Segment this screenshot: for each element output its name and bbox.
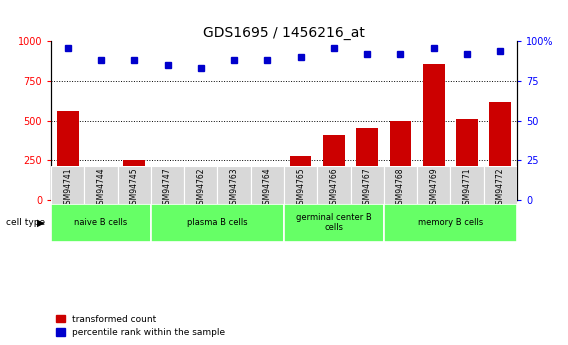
Bar: [417, 166, 450, 204]
Bar: [218, 166, 250, 204]
Bar: [123, 160, 145, 200]
Bar: [51, 204, 151, 241]
Bar: [450, 166, 483, 204]
Text: germinal center B
cells: germinal center B cells: [296, 213, 372, 232]
Bar: [456, 119, 478, 200]
Bar: [118, 166, 151, 204]
Bar: [490, 102, 511, 200]
Text: plasma B cells: plasma B cells: [187, 218, 248, 227]
Text: GSM94771: GSM94771: [462, 168, 471, 209]
Bar: [90, 168, 112, 200]
Bar: [323, 135, 345, 200]
Text: GSM94768: GSM94768: [396, 168, 405, 209]
Text: ▶: ▶: [37, 218, 44, 227]
Legend: transformed count, percentile rank within the sample: transformed count, percentile rank withi…: [56, 315, 225, 337]
Text: GSM94762: GSM94762: [197, 168, 205, 209]
Bar: [190, 182, 212, 200]
Bar: [483, 166, 517, 204]
Bar: [390, 121, 411, 200]
Text: GSM94764: GSM94764: [263, 168, 272, 209]
Text: memory B cells: memory B cells: [417, 218, 483, 227]
Text: GSM94747: GSM94747: [163, 168, 172, 209]
Bar: [384, 204, 517, 241]
Text: GSM94772: GSM94772: [496, 168, 505, 209]
Text: GSM94745: GSM94745: [130, 168, 139, 209]
Text: naive B cells: naive B cells: [74, 218, 128, 227]
Bar: [151, 204, 284, 241]
Bar: [250, 166, 284, 204]
Text: GSM94744: GSM94744: [97, 168, 106, 209]
Text: GSM94763: GSM94763: [229, 168, 239, 209]
Text: GSM94765: GSM94765: [296, 168, 305, 209]
Text: cell type: cell type: [6, 218, 45, 227]
Bar: [290, 156, 311, 200]
Bar: [384, 166, 417, 204]
Bar: [284, 166, 318, 204]
Title: GDS1695 / 1456216_at: GDS1695 / 1456216_at: [203, 26, 365, 40]
Bar: [423, 63, 445, 200]
Bar: [318, 166, 350, 204]
Text: GSM94767: GSM94767: [363, 168, 371, 209]
Text: GSM94766: GSM94766: [329, 168, 339, 209]
Text: GSM94741: GSM94741: [63, 168, 72, 209]
Bar: [350, 166, 384, 204]
Text: GSM94769: GSM94769: [429, 168, 438, 209]
Bar: [223, 173, 245, 200]
Bar: [151, 166, 184, 204]
Bar: [157, 179, 178, 200]
Bar: [85, 166, 118, 204]
Bar: [57, 111, 78, 200]
Bar: [356, 128, 378, 200]
Bar: [51, 166, 85, 204]
Bar: [257, 174, 278, 200]
Bar: [284, 204, 384, 241]
Bar: [184, 166, 218, 204]
